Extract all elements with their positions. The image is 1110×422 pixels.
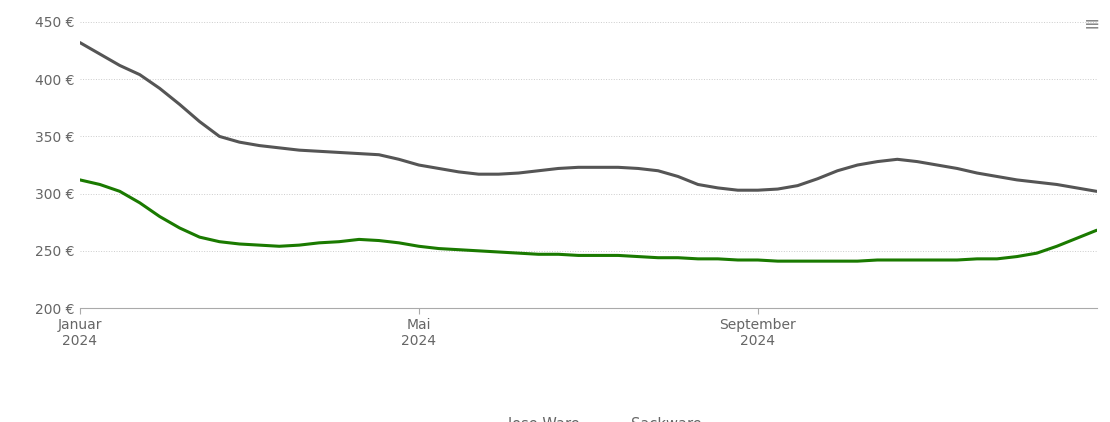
lose Ware <box>1090 228 1103 233</box>
Legend: lose Ware, Sackware: lose Ware, Sackware <box>468 411 708 422</box>
Sackware <box>1010 177 1023 182</box>
lose Ware <box>552 252 565 257</box>
lose Ware <box>771 259 785 264</box>
lose Ware <box>692 256 705 261</box>
lose Ware <box>153 214 166 219</box>
Sackware <box>73 40 87 45</box>
Sackware <box>1090 189 1103 194</box>
Sackware <box>153 86 166 91</box>
lose Ware <box>73 177 87 182</box>
Sackware <box>552 166 565 171</box>
Sackware <box>731 188 745 193</box>
Line: lose Ware: lose Ware <box>80 180 1097 261</box>
lose Ware <box>432 246 445 251</box>
Text: ≡: ≡ <box>1083 15 1100 34</box>
Sackware <box>692 182 705 187</box>
Line: Sackware: Sackware <box>80 43 1097 191</box>
lose Ware <box>1030 251 1043 256</box>
Sackware <box>432 166 445 171</box>
lose Ware <box>731 257 745 262</box>
